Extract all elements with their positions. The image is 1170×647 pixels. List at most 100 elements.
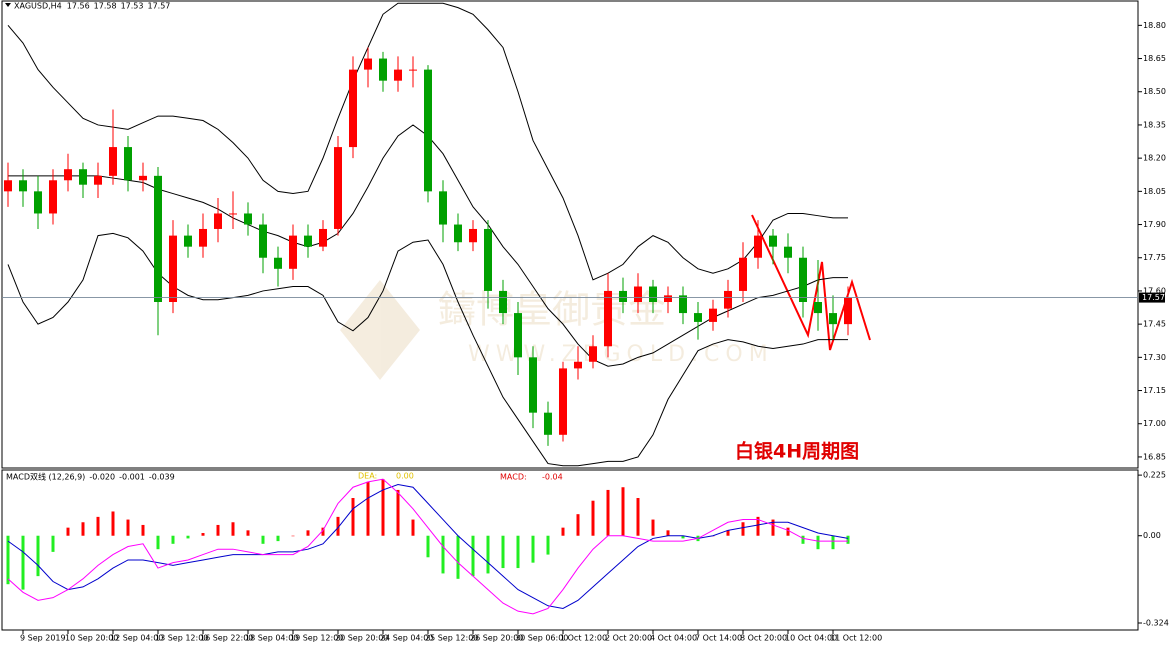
x-tick-label: 9 Sep 2019 bbox=[20, 634, 66, 643]
y-tick-label: 18.50 bbox=[1143, 87, 1166, 96]
candle-body bbox=[709, 308, 717, 322]
candle-body bbox=[484, 228, 492, 291]
macd-bar bbox=[141, 524, 145, 536]
candle-body bbox=[79, 169, 87, 185]
y-tick-label: 17.90 bbox=[1143, 220, 1166, 229]
candle-body bbox=[394, 69, 402, 81]
x-tick-label: 13 Sep 12:00 bbox=[155, 634, 208, 643]
macd-bar bbox=[231, 522, 235, 536]
candle-body bbox=[409, 69, 417, 71]
last-price-label: 17.57 bbox=[1142, 293, 1165, 302]
x-tick-label: 2 Oct 20:00 bbox=[605, 634, 652, 643]
macd-bar bbox=[561, 527, 565, 536]
macd-bar bbox=[411, 519, 415, 536]
macd-bar bbox=[621, 487, 625, 536]
macd-bar bbox=[6, 535, 10, 585]
candle-body bbox=[739, 257, 747, 291]
macd-bar bbox=[96, 516, 100, 536]
candle-body bbox=[334, 147, 342, 229]
macd-bar bbox=[336, 516, 340, 536]
candle-body bbox=[34, 191, 42, 214]
candle-body bbox=[319, 228, 327, 247]
macd-bar bbox=[36, 535, 40, 577]
y-tick-label: 17.75 bbox=[1143, 253, 1166, 262]
x-tick-label: 20 Sep 20:00 bbox=[335, 634, 388, 643]
x-tick-label: 8 Oct 20:00 bbox=[740, 634, 787, 643]
dea-value: 0.00 bbox=[396, 472, 414, 481]
macd-bar bbox=[261, 535, 265, 544]
candle-body bbox=[754, 235, 762, 258]
annotation: 白银4H周期图 bbox=[735, 440, 859, 463]
macd-value: -0.04 bbox=[542, 473, 563, 482]
candle-body bbox=[109, 147, 117, 176]
candle-body bbox=[19, 180, 27, 192]
x-tick-label: 10 Sep 20:00 bbox=[65, 634, 118, 643]
watermark-logo bbox=[340, 280, 420, 380]
macd-line bbox=[7, 478, 848, 615]
candle-body bbox=[664, 295, 672, 303]
forecast-zigzag bbox=[751, 214, 871, 351]
watermark-text: 鑄博皇御贵金 bbox=[438, 288, 666, 332]
y-tick-label: 18.65 bbox=[1143, 54, 1166, 63]
symbol-title: XAGUSD,H4 bbox=[14, 2, 62, 11]
macd-bar bbox=[516, 535, 520, 569]
candle-body bbox=[94, 175, 102, 185]
candle-body bbox=[724, 290, 732, 309]
ohlc-info: 17.58 bbox=[94, 2, 117, 11]
macd-bar bbox=[51, 535, 55, 552]
candle-body bbox=[829, 313, 837, 325]
y-tick-label: 17.15 bbox=[1143, 386, 1166, 395]
macd-bar bbox=[21, 535, 25, 590]
x-tick-label: 7 Oct 14:00 bbox=[695, 634, 742, 643]
bollinger-band bbox=[7, 2, 848, 281]
macd-bar bbox=[726, 530, 730, 536]
x-tick-label: 25 Sep 12:00 bbox=[425, 634, 478, 643]
candle-body bbox=[4, 180, 12, 192]
candle-body bbox=[514, 313, 522, 358]
macd-bar bbox=[351, 498, 355, 536]
candle-body bbox=[64, 169, 72, 181]
macd-info: -0.039 bbox=[149, 473, 175, 482]
x-tick-label: 12 Sep 04:00 bbox=[110, 634, 163, 643]
candle-body bbox=[529, 357, 537, 413]
macd-bar bbox=[81, 522, 85, 536]
macd-bar bbox=[66, 527, 70, 536]
candle-body bbox=[49, 180, 57, 214]
candle-body bbox=[454, 224, 462, 243]
macd-bar bbox=[246, 530, 250, 536]
y-tick-label: 0.225 bbox=[1143, 471, 1166, 480]
candle-body bbox=[259, 224, 267, 258]
y-tick-label: 18.35 bbox=[1143, 120, 1166, 129]
macd-bar bbox=[651, 519, 655, 536]
y-tick-label: 16.85 bbox=[1143, 452, 1166, 461]
x-tick-label: 4 Oct 04:00 bbox=[650, 634, 697, 643]
candle-body bbox=[439, 191, 447, 225]
price-plot bbox=[4, 2, 852, 467]
candle-body bbox=[469, 228, 477, 243]
candle-body bbox=[499, 290, 507, 314]
macd-bar bbox=[831, 535, 835, 550]
candle-body bbox=[199, 228, 207, 247]
macd-bar bbox=[606, 489, 610, 536]
candle-body bbox=[619, 290, 627, 303]
x-tick-label: 11 Oct 12:00 bbox=[830, 634, 882, 643]
candle-body bbox=[349, 69, 357, 148]
ohlc-info: 17.57 bbox=[147, 2, 170, 11]
x-tick-label: 1 Oct 12:00 bbox=[560, 634, 607, 643]
x-tick-label: 18 Sep 04:00 bbox=[245, 634, 298, 643]
candle-body bbox=[304, 235, 312, 247]
y-tick-label: 0.00 bbox=[1143, 531, 1161, 540]
macd-bar bbox=[471, 535, 475, 577]
candle-body bbox=[544, 412, 552, 435]
y-tick-label: 17.30 bbox=[1143, 353, 1166, 362]
candle-body bbox=[784, 246, 792, 258]
candle-body bbox=[769, 235, 777, 247]
macd-bar bbox=[786, 527, 790, 536]
macd-bar bbox=[381, 479, 385, 536]
candle-body bbox=[214, 213, 222, 229]
x-tick-label: 16 Sep 22:00 bbox=[200, 634, 253, 643]
last-price-box bbox=[1139, 292, 1165, 303]
candle-body bbox=[169, 235, 177, 303]
candle-body bbox=[289, 235, 297, 269]
macd-line bbox=[7, 484, 849, 609]
